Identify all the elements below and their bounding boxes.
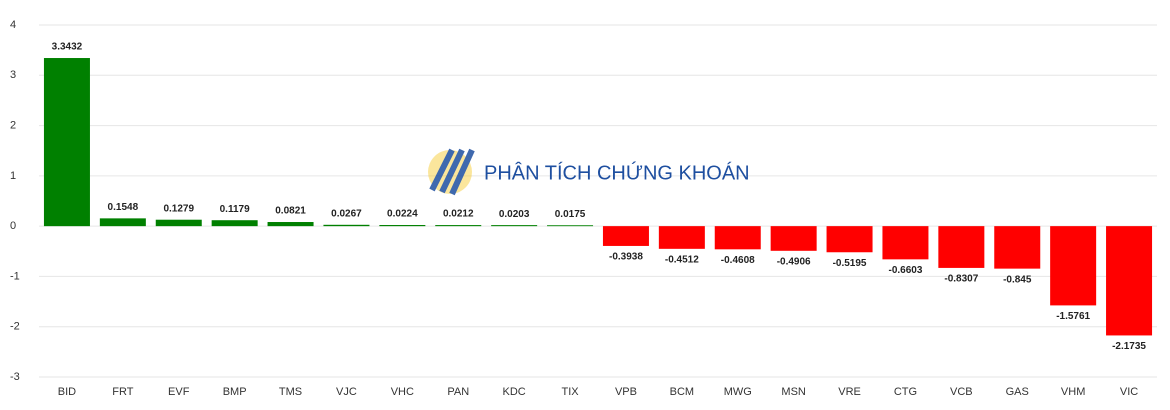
x-tick-label: VJC <box>336 386 357 398</box>
x-tick-label: VHC <box>391 386 414 398</box>
bar <box>491 225 538 227</box>
x-tick-label: MWG <box>724 386 752 398</box>
value-label: 0.0175 <box>555 209 586 220</box>
value-label: -0.5195 <box>833 258 867 269</box>
bar <box>211 220 258 227</box>
x-tick-label: VRE <box>838 386 861 398</box>
value-label: -2.1735 <box>1112 341 1146 352</box>
value-label: -0.845 <box>1003 274 1032 285</box>
value-label: -1.5761 <box>1056 311 1090 322</box>
value-label: 3.3432 <box>52 42 83 53</box>
bar <box>882 226 929 260</box>
bar <box>938 226 985 268</box>
x-tick-label: BCM <box>670 386 694 398</box>
value-label: -0.6603 <box>888 265 922 276</box>
y-tick-label: -1 <box>10 270 20 282</box>
y-tick-label: -2 <box>10 321 20 333</box>
y-tick-label: 4 <box>10 19 16 31</box>
value-label: 0.0224 <box>387 209 418 220</box>
bar <box>658 226 705 249</box>
value-label: 0.0821 <box>275 206 306 217</box>
value-label: 0.1179 <box>220 204 250 215</box>
y-tick-label: 2 <box>10 119 16 131</box>
bar <box>1106 226 1153 336</box>
x-tick-label: BID <box>58 386 76 398</box>
x-tick-label: EVF <box>168 386 190 398</box>
bar <box>99 218 146 227</box>
x-tick-label: GAS <box>1006 386 1029 398</box>
bar <box>267 222 314 227</box>
x-tick-label: BMP <box>223 386 247 398</box>
x-tick-label: KDC <box>503 386 526 398</box>
bar <box>602 226 649 246</box>
bar <box>155 219 202 227</box>
bar <box>826 226 873 253</box>
value-label: -0.8307 <box>944 274 978 285</box>
bar <box>714 226 761 250</box>
bar <box>43 58 90 227</box>
bar <box>994 226 1041 269</box>
x-tick-label: VIC <box>1120 386 1138 398</box>
value-label: 0.0212 <box>443 209 474 220</box>
bar <box>547 225 594 227</box>
value-label: -0.4608 <box>721 255 755 266</box>
value-label: 0.0267 <box>331 208 362 219</box>
y-tick-label: 1 <box>10 170 16 182</box>
x-tick-label: MSN <box>781 386 806 398</box>
value-label: 0.0203 <box>499 209 530 220</box>
bar <box>323 224 370 227</box>
bar <box>1050 226 1097 306</box>
x-tick-label: CTG <box>894 386 917 398</box>
x-tick-label: VPB <box>615 386 637 398</box>
y-tick-label: -3 <box>10 371 20 383</box>
x-tick-label: TIX <box>561 386 579 398</box>
x-tick-label: VCB <box>950 386 973 398</box>
value-label: -0.4512 <box>665 254 699 265</box>
bar <box>379 225 426 227</box>
x-tick-label: VHM <box>1061 386 1085 398</box>
y-tick-label: 3 <box>10 69 16 81</box>
bar <box>435 225 482 227</box>
x-tick-label: PAN <box>447 386 469 398</box>
watermark: PHÂN TÍCH CHỨNG KHOÁN <box>484 161 750 184</box>
x-tick-label: TMS <box>279 386 302 398</box>
value-label: 0.1548 <box>108 202 139 213</box>
value-label: -0.3938 <box>609 252 643 263</box>
value-label: 0.1279 <box>163 203 194 214</box>
y-tick-label: 0 <box>10 220 16 232</box>
value-label: -0.4906 <box>777 256 811 267</box>
bar <box>770 226 817 251</box>
x-tick-label: FRT <box>112 386 133 398</box>
watermark-logo <box>428 148 475 196</box>
